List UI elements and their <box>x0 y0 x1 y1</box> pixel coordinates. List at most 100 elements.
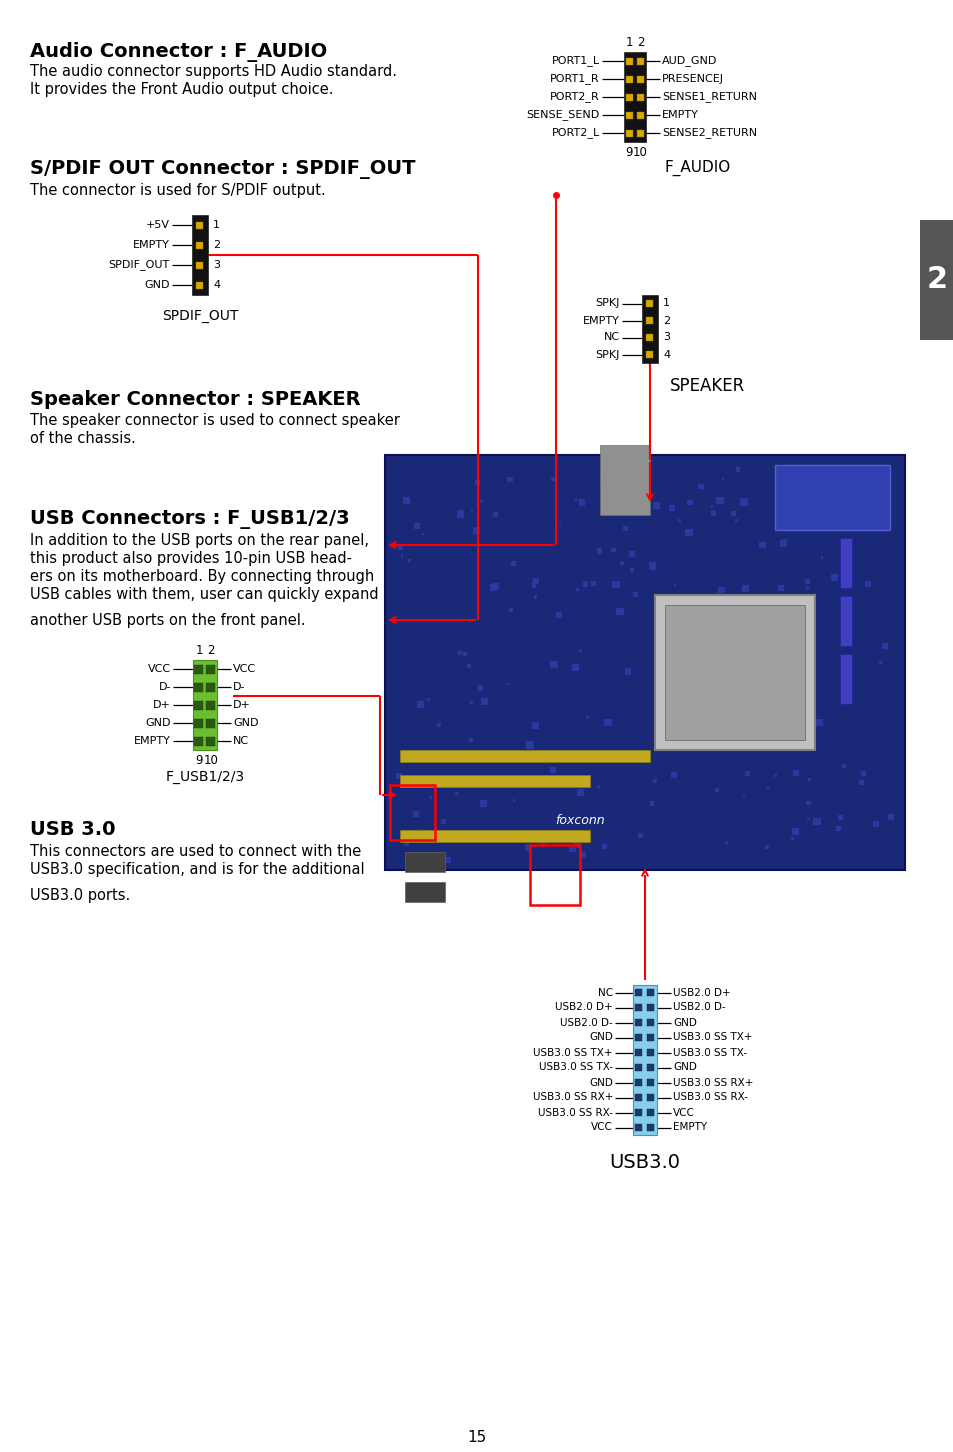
Bar <box>653 501 659 508</box>
Text: SENSE2_RETURN: SENSE2_RETURN <box>661 128 757 138</box>
Text: USB2.0 D+: USB2.0 D+ <box>555 1002 613 1012</box>
Text: USB3.0: USB3.0 <box>609 1153 679 1172</box>
Text: USB3.0 SS TX-: USB3.0 SS TX- <box>672 1047 746 1057</box>
Bar <box>436 723 440 727</box>
Bar <box>744 616 750 621</box>
Bar <box>724 841 727 844</box>
Text: F_AUDIO: F_AUDIO <box>664 160 731 176</box>
Bar <box>603 719 611 726</box>
Bar <box>815 719 821 726</box>
Bar <box>840 595 851 646</box>
Text: D-: D- <box>233 682 245 693</box>
Bar <box>735 468 740 472</box>
Bar <box>688 732 692 736</box>
Bar <box>785 470 788 473</box>
Bar <box>455 791 457 794</box>
Text: 9: 9 <box>195 754 203 767</box>
Bar <box>635 1034 641 1041</box>
Bar <box>196 222 203 228</box>
Bar <box>583 751 589 756</box>
Text: USB Connectors : F_USB1/2/3: USB Connectors : F_USB1/2/3 <box>30 510 349 529</box>
Bar <box>790 836 794 841</box>
Bar <box>674 739 680 745</box>
Bar <box>647 989 654 996</box>
Bar <box>781 515 786 521</box>
Text: +5V: +5V <box>146 221 170 229</box>
Bar <box>637 93 643 100</box>
Bar <box>821 514 827 520</box>
Bar <box>774 465 889 530</box>
Text: VCC: VCC <box>148 664 171 674</box>
Bar <box>403 841 409 847</box>
Bar <box>721 478 723 481</box>
Bar <box>635 1048 641 1056</box>
Bar <box>647 1124 654 1131</box>
Text: another USB ports on the front panel.: another USB ports on the front panel. <box>30 613 305 629</box>
Bar <box>668 505 675 511</box>
Bar <box>629 552 634 556</box>
Bar <box>635 1079 641 1086</box>
Text: PORT2_L: PORT2_L <box>551 128 599 138</box>
Bar <box>781 505 789 513</box>
Bar <box>778 585 783 591</box>
Bar <box>206 682 215 691</box>
Bar <box>740 693 743 696</box>
Bar <box>859 515 866 523</box>
Bar <box>710 505 713 508</box>
Text: ers on its motherboard. By connecting through: ers on its motherboard. By connecting th… <box>30 569 374 584</box>
Bar <box>430 796 432 799</box>
Bar <box>457 652 461 655</box>
Bar <box>196 282 203 289</box>
Bar <box>837 816 842 820</box>
Bar <box>682 600 687 605</box>
Bar <box>408 559 411 562</box>
Bar <box>510 560 516 566</box>
Bar <box>612 581 619 588</box>
Bar <box>635 989 641 996</box>
Bar <box>647 1003 654 1011</box>
Bar <box>445 857 451 862</box>
Bar <box>780 727 783 732</box>
Bar <box>524 845 531 851</box>
Bar <box>860 771 864 775</box>
Bar <box>479 499 482 502</box>
Bar <box>194 665 203 674</box>
Bar <box>646 317 653 324</box>
Bar <box>558 521 560 523</box>
Bar <box>630 511 633 514</box>
Text: USB3.0 SS RX+: USB3.0 SS RX+ <box>672 1077 753 1088</box>
Bar <box>654 637 656 639</box>
Bar <box>395 772 401 778</box>
Bar <box>530 845 579 905</box>
Text: GND: GND <box>146 717 171 727</box>
Bar <box>440 819 445 823</box>
Text: 15: 15 <box>467 1430 486 1445</box>
Text: PORT1_R: PORT1_R <box>550 74 599 84</box>
Text: GND: GND <box>233 717 258 727</box>
Bar <box>806 817 809 820</box>
Bar <box>531 584 536 588</box>
Text: SENSE1_RETURN: SENSE1_RETURN <box>661 91 757 103</box>
Bar <box>426 698 429 701</box>
Text: 4: 4 <box>662 350 669 360</box>
Bar <box>591 581 596 587</box>
Text: Speaker Connector : SPEAKER: Speaker Connector : SPEAKER <box>30 391 360 409</box>
Text: S/PDIF OUT Connector : SPDIF_OUT: S/PDIF OUT Connector : SPDIF_OUT <box>30 160 416 179</box>
Bar <box>866 508 873 515</box>
Bar <box>551 478 556 482</box>
Bar <box>649 802 654 806</box>
Bar <box>549 767 556 772</box>
Text: 4: 4 <box>213 280 220 290</box>
Bar <box>579 851 586 858</box>
Text: 2: 2 <box>662 315 669 325</box>
Bar <box>421 533 423 536</box>
Bar <box>698 713 702 717</box>
Bar <box>619 560 623 565</box>
Bar <box>685 720 687 723</box>
Bar <box>678 518 680 521</box>
Bar <box>635 1109 641 1117</box>
Bar <box>781 540 786 544</box>
Bar <box>403 498 409 504</box>
Text: 2: 2 <box>213 240 220 250</box>
Bar <box>578 649 581 652</box>
